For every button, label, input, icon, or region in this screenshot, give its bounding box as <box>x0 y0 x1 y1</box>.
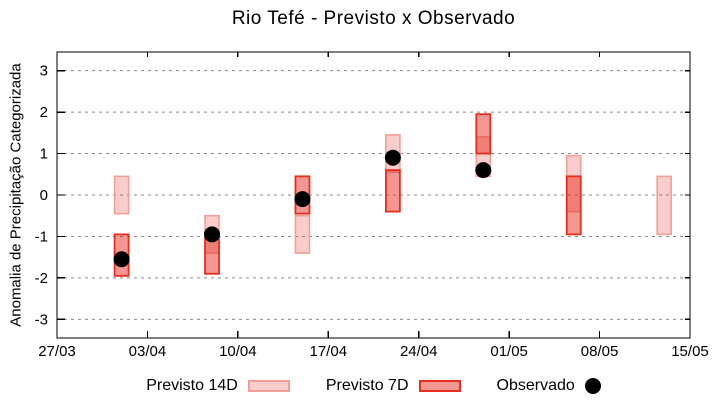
y-tick-label: 3 <box>40 63 48 80</box>
observado-dot <box>475 162 492 179</box>
x-tick-label: 17/04 <box>310 343 348 360</box>
previsto-7d-box <box>565 175 582 236</box>
previsto-7d-box <box>384 169 401 213</box>
previsto-14d-box <box>656 175 672 236</box>
y-tick-label: -1 <box>35 228 48 245</box>
legend-dot-swatch <box>584 378 601 394</box>
chart-title: Rio Tefé - Previsto x Observado <box>231 8 516 29</box>
x-tick-label: 24/04 <box>400 343 438 360</box>
legend-item: Previsto 7D <box>326 377 461 395</box>
y-tick-label: 0 <box>40 187 48 204</box>
y-tick-label: 2 <box>40 104 48 121</box>
y-tick-label: -3 <box>35 311 48 328</box>
observado-dot <box>113 251 130 268</box>
y-tick-label: -2 <box>35 270 48 287</box>
legend-item: Observado <box>497 377 601 395</box>
previsto-14d-box <box>113 175 130 215</box>
previsto-14d-box <box>294 214 311 254</box>
x-tick-label: 15/05 <box>671 343 709 360</box>
legend-item: Previsto 14D <box>146 377 290 395</box>
x-tick-label: 27/03 <box>38 343 76 360</box>
legend-box-swatch <box>247 380 290 392</box>
legend-label: Previsto 7D <box>325 377 409 394</box>
y-tick-label: 1 <box>40 146 48 163</box>
observado-dot <box>204 226 221 243</box>
x-tick-label: 10/04 <box>219 343 257 360</box>
observado-dot <box>294 191 311 208</box>
x-tick-label: 08/05 <box>581 343 619 360</box>
x-tick-label: 03/04 <box>129 343 167 360</box>
x-tick-label: 01/05 <box>490 343 528 360</box>
previsto-7d-box <box>475 113 492 155</box>
legend-box-swatch <box>418 380 461 392</box>
observado-dot <box>384 149 401 166</box>
legend-label: Observado <box>496 377 575 394</box>
legend-label: Previsto 14D <box>146 377 238 394</box>
legend: Previsto 14D Previsto 7D Observado <box>57 375 690 397</box>
